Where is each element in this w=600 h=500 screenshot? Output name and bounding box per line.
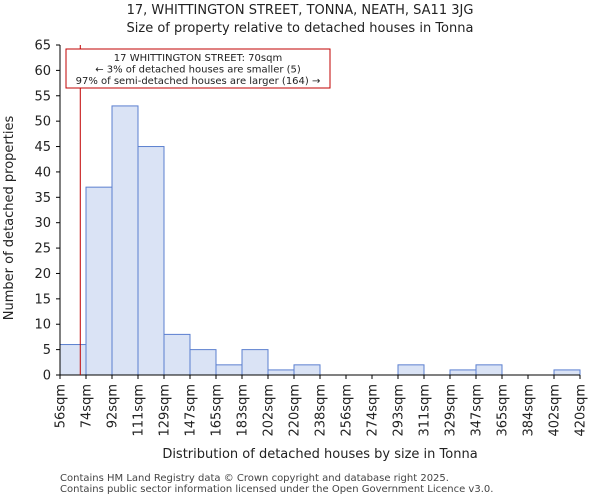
x-tick-label: 384sqm: [522, 384, 537, 437]
bar-147sqm: [189, 349, 217, 376]
y-tick-label: 20: [34, 267, 51, 282]
y-tick-label: 45: [34, 140, 51, 155]
x-tick-label: 129sqm: [158, 384, 173, 437]
x-tick-label: 274sqm: [366, 384, 381, 437]
bar-165sqm: [215, 364, 243, 376]
annotation-line1: 17 WHITTINGTON STREET: 70sqm: [114, 53, 282, 64]
x-tick-label: 347sqm: [470, 384, 485, 437]
chart-title-line1: 17, WHITTINGTON STREET, TONNA, NEATH, SA…: [126, 3, 474, 18]
y-tick-label: 60: [34, 64, 51, 79]
y-tick-label: 55: [34, 89, 51, 104]
x-tick-label: 293sqm: [392, 384, 407, 437]
x-tick-label: 402sqm: [548, 384, 563, 437]
annotation-line3: 97% of semi-detached houses are larger (…: [76, 76, 321, 87]
x-tick-label: 111sqm: [132, 384, 147, 437]
bar-92sqm: [111, 105, 139, 376]
x-tick-label: 311sqm: [418, 384, 433, 437]
y-tick-label: 15: [34, 292, 51, 307]
x-tick-label: 56sqm: [54, 384, 69, 428]
bar-74sqm: [85, 186, 113, 376]
x-tick-label: 238sqm: [314, 384, 329, 437]
x-tick-label: 92sqm: [106, 384, 121, 428]
y-tick-label: 5: [43, 343, 51, 358]
bar-183sqm: [241, 349, 269, 376]
x-tick-label: 420sqm: [574, 384, 589, 437]
bar-220sqm: [293, 364, 321, 376]
x-tick-label: 329sqm: [444, 384, 459, 437]
x-tick-label: 202sqm: [262, 384, 277, 437]
bar-56sqm: [59, 344, 87, 376]
bar-129sqm: [163, 333, 191, 376]
x-tick-label: 147sqm: [184, 384, 199, 437]
histogram-chart: 0 5 10 15 20 25 30 35 40 45 50 55 60 65 56sqm 74sqm 92sq…: [2, 39, 589, 463]
x-tick-label: 256sqm: [340, 384, 355, 437]
y-tick-label: 30: [34, 216, 51, 231]
y-tick-label: 10: [34, 318, 51, 333]
x-axis-title: Distribution of detached houses by size …: [162, 447, 477, 462]
y-tick-label: 40: [34, 165, 51, 180]
annotation-box: [65, 48, 331, 89]
y-tick-label: 50: [34, 115, 51, 130]
x-tick-label: 165sqm: [210, 384, 225, 437]
bar-293sqm: [397, 364, 425, 376]
bar-111sqm: [137, 146, 165, 376]
bar-329sqm: [449, 369, 477, 376]
footer-copyright: Contains HM Land Registry data © Crown c…: [60, 473, 449, 484]
bar-402sqm: [553, 369, 581, 376]
annotation-line2: ← 3% of detached houses are smaller (5): [95, 65, 301, 76]
y-tick-label: 0: [43, 369, 51, 384]
y-tick-label: 25: [34, 242, 51, 257]
footer-licence: Contains public sector information licen…: [60, 484, 494, 495]
x-tick-label: 74sqm: [80, 384, 95, 428]
x-tick-label: 220sqm: [288, 384, 303, 437]
x-tick-label: 183sqm: [236, 384, 251, 437]
y-tick-label: 65: [34, 39, 51, 54]
chart-title-line2: Size of property relative to detached ho…: [126, 21, 474, 36]
bar-202sqm: [267, 369, 295, 376]
y-tick-label: 35: [34, 191, 51, 206]
bar-347sqm: [475, 364, 503, 376]
y-axis-title: Number of detached properties: [2, 116, 17, 321]
x-tick-label: 365sqm: [496, 384, 511, 437]
